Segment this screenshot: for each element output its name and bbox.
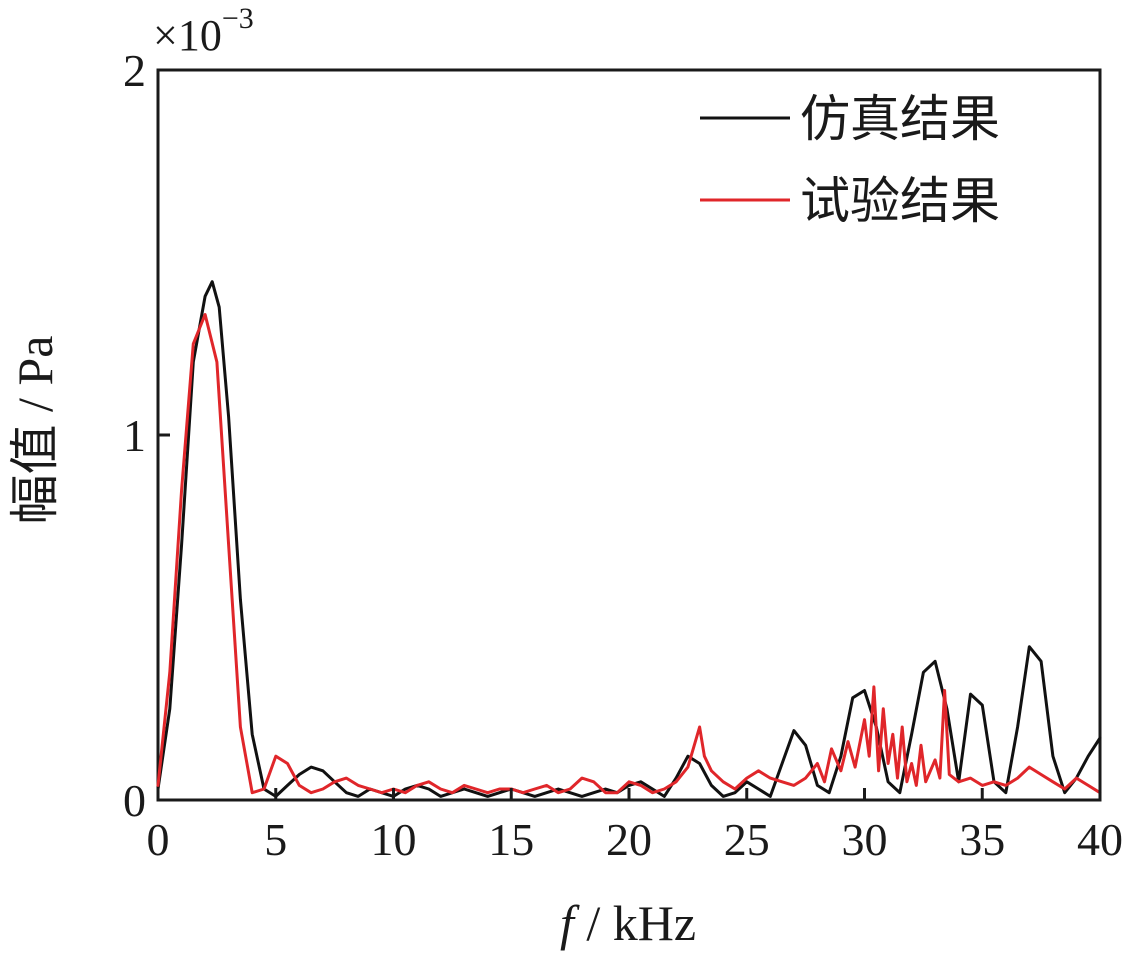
x-tick-label: 40 xyxy=(1077,814,1123,865)
legend-label-1: 仿真结果 xyxy=(800,91,1000,147)
x-tick-label: 20 xyxy=(606,814,652,865)
legend-label-2: 试验结果 xyxy=(800,173,1000,229)
axis-multiplier: ×10−3 xyxy=(153,2,254,60)
x-tick-label: 5 xyxy=(264,814,287,865)
x-tick-label: 10 xyxy=(371,814,417,865)
x-tick-label: 15 xyxy=(488,814,534,865)
x-axis-title: f / kHz xyxy=(560,895,696,951)
x-tick-label: 30 xyxy=(842,814,888,865)
y-axis-title: 幅值 / Pa xyxy=(7,336,63,525)
x-tick-label: 0 xyxy=(147,814,170,865)
x-tick-label: 35 xyxy=(959,814,1005,865)
y-tick-label: 0 xyxy=(123,775,146,826)
y-tick-label: 2 xyxy=(123,45,146,96)
series-line-1 xyxy=(156,280,1102,798)
y-tick-label: 1 xyxy=(123,410,146,461)
series-line-2 xyxy=(156,313,1102,795)
series-layer xyxy=(156,280,1102,798)
tick-layer: 0 5 10 15 20 25 30 35 40 0 1 2 xyxy=(123,45,1123,865)
x-tick-label: 25 xyxy=(724,814,770,865)
plot-area: 0 5 10 15 20 25 30 35 40 0 1 2 xyxy=(123,45,1123,865)
